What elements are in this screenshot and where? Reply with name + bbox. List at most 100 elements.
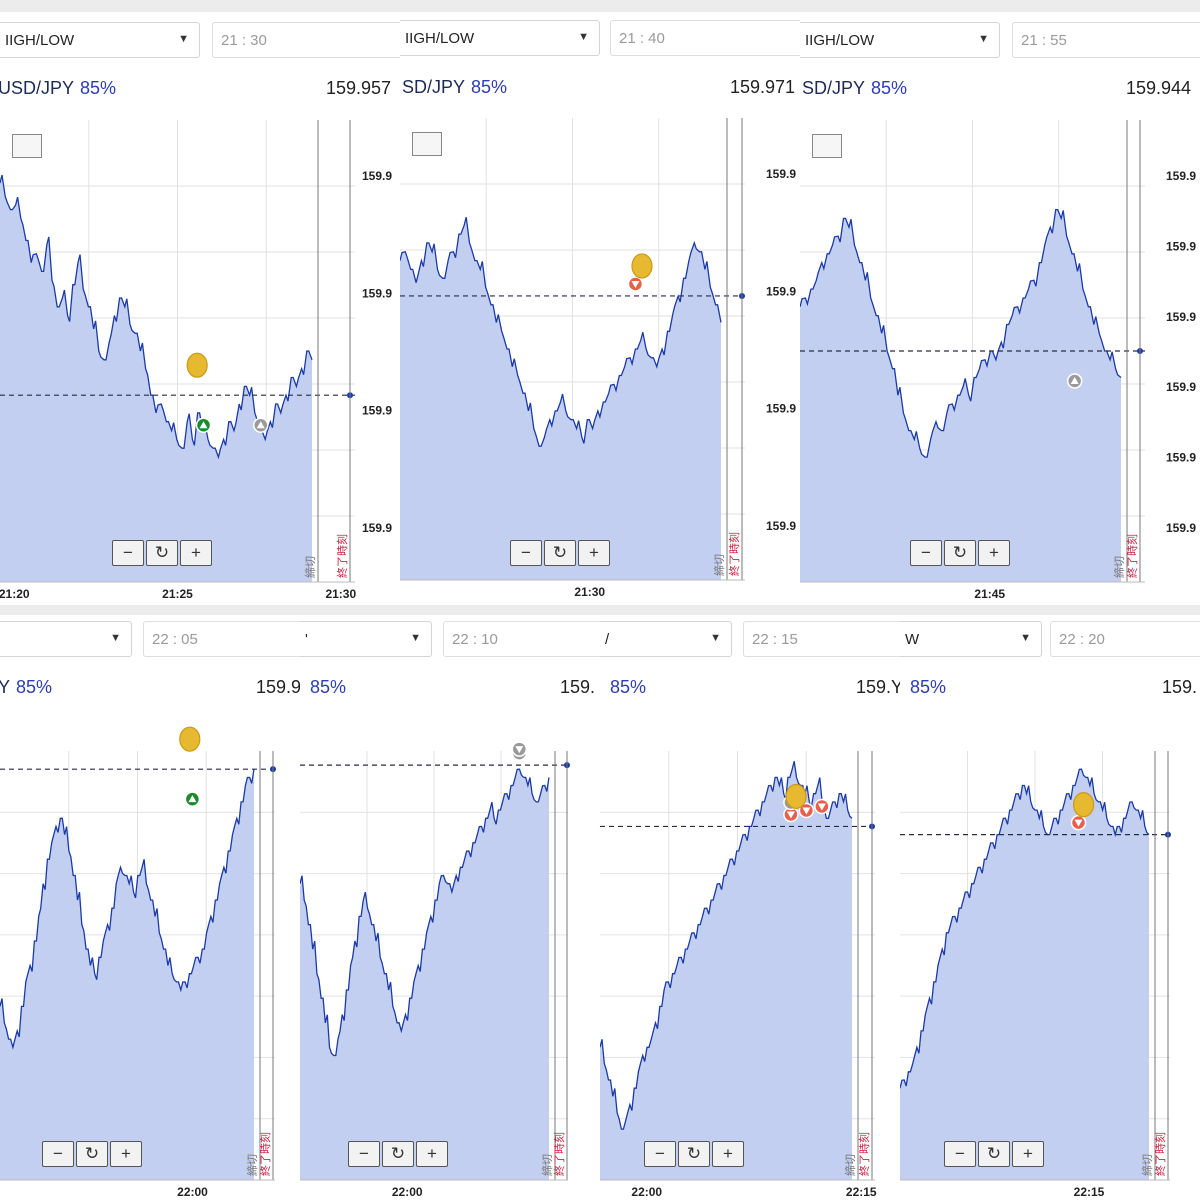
zoom-out-button[interactable]: − — [910, 540, 942, 566]
chart-type-icon[interactable] — [812, 134, 842, 158]
chart-type-icon[interactable] — [12, 134, 42, 158]
expiry-time-label: 22 : 05 — [152, 631, 198, 648]
x-tick-label: 22:00 — [392, 1185, 423, 1199]
current-price: 159.9 — [256, 677, 300, 697]
arrow-down-icon — [817, 803, 826, 811]
close-label: 締切 — [303, 556, 317, 578]
zoom-in-button[interactable]: + — [416, 1141, 448, 1167]
expiry-time-field[interactable]: 22 : 20 — [1050, 621, 1200, 657]
zoom-reset-button[interactable]: ↻ — [544, 540, 576, 566]
zoom-reset-button[interactable]: ↻ — [146, 540, 178, 566]
option-type-select[interactable]: ▼ — [0, 621, 132, 657]
zoom-reset-button[interactable]: ↻ — [978, 1141, 1010, 1167]
trade-panel-4: ▼ 22 : 05 Y 85% 159.9 締切 終了時刻 22:00 − ↻ + — [0, 605, 300, 1200]
coin-icon — [631, 253, 653, 279]
x-tick-label: 22:00 — [631, 1185, 662, 1199]
price-chart: 締切 終了時刻 21:45 159.9 159.9 159.9 159.9 159.9 159.… — [800, 112, 1200, 602]
x-tick-label: 22:15 — [1074, 1185, 1105, 1199]
chart-type-icon[interactable] — [412, 132, 442, 156]
zoom-out-button[interactable]: − — [348, 1141, 380, 1167]
zoom-reset-button[interactable]: ↻ — [678, 1141, 710, 1167]
currency-pair: 85% — [904, 677, 946, 698]
current-price: 159.971 — [730, 77, 796, 97]
x-tick-label: 21:30 — [574, 585, 605, 599]
option-type-select[interactable]: ' ▼ — [300, 621, 432, 657]
expiry-time-label: 22 : 10 — [452, 631, 498, 648]
chart-svg: 締切 終了時刻 22:00 22:15 — [600, 751, 877, 1199]
end-time-label: 終了時刻 — [1153, 1132, 1167, 1176]
price-chart: 締切 終了時刻 22:15 — [900, 713, 1200, 1200]
series-area — [400, 217, 721, 580]
zoom-reset-button[interactable]: ↻ — [944, 540, 976, 566]
coin-icon — [785, 783, 807, 810]
expiry-time-field[interactable]: 22 : 10 — [443, 621, 600, 657]
zoom-out-button[interactable]: − — [112, 540, 144, 566]
series-area — [0, 769, 254, 1180]
payout-rate: 85% — [16, 677, 53, 697]
zoom-reset-button[interactable]: ↻ — [382, 1141, 414, 1167]
series-line — [900, 768, 1150, 1089]
price-chart: 締切 終了時刻 22:00 — [300, 713, 600, 1200]
chart-svg: 締切 終了時刻 21:45 159.9 159.9 159.9 159.9 159.9 159.… — [800, 120, 1196, 601]
chart-svg: 締切 終了時刻 22:00 — [0, 726, 276, 1199]
zoom-in-button[interactable]: + — [110, 1141, 142, 1167]
chevron-down-icon: ▼ — [710, 632, 721, 644]
zoom-in-button[interactable]: + — [1012, 1141, 1044, 1167]
expiry-time-field[interactable]: 22 : 15 — [743, 621, 900, 657]
current-price: 159.957 — [326, 78, 392, 98]
currency-pair: 85% — [604, 677, 646, 698]
expiry-time-field[interactable]: 22 : 05 — [143, 621, 300, 657]
option-type-select[interactable]: W ▼ — [900, 621, 1042, 657]
expiry-time-label: 21 : 55 — [1021, 32, 1067, 49]
end-time-label: 終了時刻 — [727, 532, 741, 576]
zoom-in-button[interactable]: + — [180, 540, 212, 566]
price-chart: 締切 終了時刻 21:30 159.9 159.9 159.9 159.9 — [400, 110, 800, 602]
currency-pair: Y 85% — [0, 677, 52, 698]
series-line — [800, 208, 1122, 458]
payout-rate: 85% — [871, 78, 908, 98]
currency-pair: SD/JPY 85% — [402, 77, 507, 98]
top-strip — [900, 605, 1200, 615]
trade-panel-6: / ▼ 22 : 15 85% 159.Y 締切 終了時刻 22:00 22:15 −… — [600, 605, 900, 1200]
option-type-select[interactable]: IIGH/LOW ▼ — [0, 22, 200, 58]
series-area — [800, 209, 1121, 582]
zoom-controls: − ↻ + — [112, 540, 212, 566]
option-type-label: IIGH/LOW — [405, 30, 475, 47]
option-type-select[interactable]: / ▼ — [600, 621, 732, 657]
zoom-out-button[interactable]: − — [944, 1141, 976, 1167]
close-label: 締切 — [540, 1154, 554, 1176]
close-label: 締切 — [712, 554, 726, 576]
expiry-time-field[interactable]: 21 : 55 — [1012, 22, 1200, 58]
chart-svg: 締切 終了時刻 22:15 — [900, 751, 1171, 1199]
y-tick-label: 159.9 — [1166, 169, 1196, 183]
zoom-reset-button[interactable]: ↻ — [76, 1141, 108, 1167]
option-type-label: IIGH/LOW — [805, 32, 875, 49]
series-line — [300, 768, 550, 1057]
arrow-up-icon — [199, 421, 208, 429]
option-type-label: / — [605, 631, 610, 648]
top-strip — [0, 605, 300, 615]
zoom-out-button[interactable]: − — [644, 1141, 676, 1167]
top-strip — [400, 0, 800, 12]
zoom-in-button[interactable]: + — [978, 540, 1010, 566]
close-label: 締切 — [843, 1154, 857, 1176]
option-type-select[interactable]: IIGH/LOW ▼ — [400, 20, 600, 56]
chevron-down-icon: ▼ — [1020, 632, 1031, 644]
zoom-out-button[interactable]: − — [42, 1141, 74, 1167]
expiry-time-label: 21 : 30 — [221, 32, 267, 49]
option-type-select[interactable]: IIGH/LOW ▼ — [800, 22, 1000, 58]
zoom-in-button[interactable]: + — [712, 1141, 744, 1167]
coin-icon — [186, 352, 208, 378]
close-label: 締切 — [1112, 556, 1126, 578]
x-tick-label: 21:25 — [162, 587, 193, 601]
expiry-time-field[interactable]: 21 : 30 — [212, 22, 400, 58]
zoom-controls: − ↻ + — [348, 1141, 448, 1167]
top-strip — [800, 0, 1200, 12]
chart-svg: 締切 終了時刻 21:30 159.9 159.9 159.9 159.9 — [400, 118, 796, 599]
chevron-down-icon: ▼ — [578, 31, 589, 43]
current-price: 159.944 — [1126, 78, 1192, 98]
chevron-down-icon: ▼ — [110, 632, 121, 644]
zoom-in-button[interactable]: + — [578, 540, 610, 566]
zoom-out-button[interactable]: − — [510, 540, 542, 566]
expiry-time-field[interactable]: 21 : 40 — [610, 20, 800, 56]
